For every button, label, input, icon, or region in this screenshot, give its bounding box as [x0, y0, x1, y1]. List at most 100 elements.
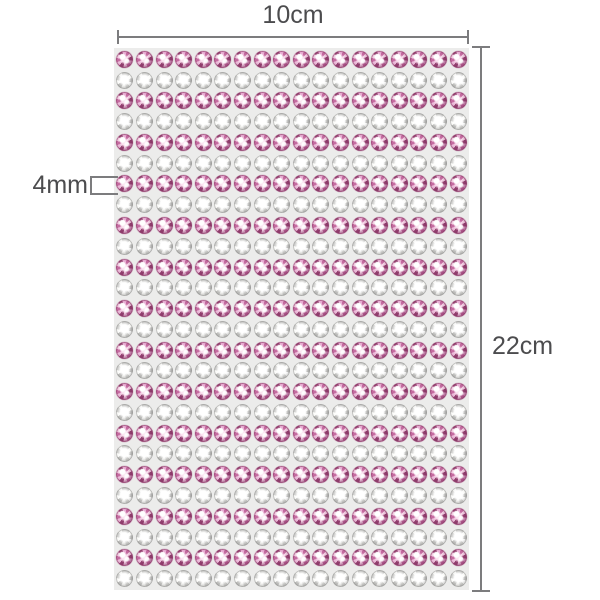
pink-rhinestone: [175, 133, 193, 151]
pink-rhinestone: [410, 175, 428, 193]
pink-rhinestone: [351, 133, 369, 151]
stone-size-bracket: [90, 176, 118, 195]
pink-rhinestone: [214, 50, 232, 68]
pink-rhinestone: [214, 424, 232, 442]
pink-rhinestone: [430, 466, 448, 484]
clear-rhinestone: [332, 196, 350, 214]
pink-rhinestone: [135, 300, 153, 318]
clear-rhinestone: [194, 196, 212, 214]
pink-rhinestone: [273, 258, 291, 276]
clear-rhinestone: [194, 528, 212, 546]
clear-rhinestone: [194, 154, 212, 172]
pink-rhinestone: [449, 217, 467, 235]
pink-rhinestone: [273, 133, 291, 151]
pink-rhinestone: [390, 507, 408, 525]
pink-rhinestone: [449, 424, 467, 442]
pink-rhinestone: [449, 507, 467, 525]
pink-rhinestone: [194, 300, 212, 318]
pink-rhinestone: [371, 424, 389, 442]
pink-rhinestone: [351, 549, 369, 567]
clear-rhinestone: [233, 154, 251, 172]
pink-rhinestone: [332, 175, 350, 193]
clear-rhinestone: [135, 279, 153, 297]
pink-rhinestone: [351, 507, 369, 525]
clear-rhinestone: [410, 487, 428, 505]
clear-rhinestone: [214, 570, 232, 588]
pink-rhinestone: [292, 549, 310, 567]
clear-rhinestone: [116, 487, 134, 505]
clear-rhinestone: [390, 237, 408, 255]
clear-rhinestone: [371, 154, 389, 172]
clear-rhinestone: [430, 362, 448, 380]
pink-rhinestone: [430, 507, 448, 525]
clear-rhinestone: [351, 403, 369, 421]
clear-rhinestone: [135, 320, 153, 338]
pink-rhinestone: [351, 383, 369, 401]
pink-rhinestone: [312, 549, 330, 567]
clear-rhinestone: [292, 528, 310, 546]
clear-rhinestone: [233, 196, 251, 214]
pink-rhinestone: [351, 424, 369, 442]
clear-rhinestone: [233, 570, 251, 588]
clear-rhinestone: [116, 403, 134, 421]
clear-rhinestone: [390, 570, 408, 588]
clear-rhinestone: [214, 528, 232, 546]
pink-rhinestone: [332, 92, 350, 110]
clear-rhinestone: [312, 445, 330, 463]
pink-rhinestone: [233, 383, 251, 401]
clear-rhinestone: [390, 154, 408, 172]
clear-rhinestone: [175, 528, 193, 546]
clear-rhinestone: [449, 237, 467, 255]
clear-rhinestone: [371, 403, 389, 421]
clear-rhinestone: [292, 487, 310, 505]
clear-rhinestone: [273, 279, 291, 297]
clear-rhinestone: [155, 279, 173, 297]
clear-rhinestone: [410, 445, 428, 463]
pink-rhinestone: [155, 341, 173, 359]
clear-rhinestone: [371, 279, 389, 297]
clear-rhinestone: [194, 570, 212, 588]
pink-rhinestone: [273, 175, 291, 193]
clear-rhinestone: [292, 237, 310, 255]
pink-rhinestone: [273, 92, 291, 110]
clear-rhinestone: [332, 237, 350, 255]
pink-rhinestone: [253, 258, 271, 276]
pink-rhinestone: [371, 549, 389, 567]
clear-rhinestone: [390, 113, 408, 131]
clear-rhinestone: [292, 320, 310, 338]
pink-rhinestone: [351, 50, 369, 68]
clear-rhinestone: [273, 445, 291, 463]
clear-rhinestone: [430, 237, 448, 255]
clear-rhinestone: [410, 154, 428, 172]
clear-rhinestone: [175, 113, 193, 131]
clear-rhinestone: [253, 487, 271, 505]
pink-rhinestone: [449, 300, 467, 318]
pink-rhinestone: [116, 217, 134, 235]
pink-rhinestone: [135, 217, 153, 235]
pink-rhinestone: [116, 300, 134, 318]
clear-rhinestone: [253, 154, 271, 172]
pink-rhinestone: [135, 549, 153, 567]
pink-rhinestone: [292, 383, 310, 401]
clear-rhinestone: [175, 279, 193, 297]
pink-rhinestone: [351, 341, 369, 359]
clear-rhinestone: [410, 196, 428, 214]
pink-rhinestone: [273, 549, 291, 567]
pink-rhinestone: [116, 466, 134, 484]
clear-rhinestone: [390, 362, 408, 380]
pink-rhinestone: [135, 424, 153, 442]
pink-rhinestone: [430, 50, 448, 68]
clear-rhinestone: [351, 113, 369, 131]
pink-rhinestone: [233, 258, 251, 276]
clear-rhinestone: [430, 154, 448, 172]
clear-rhinestone: [135, 487, 153, 505]
clear-rhinestone: [351, 196, 369, 214]
pink-rhinestone: [175, 217, 193, 235]
clear-rhinestone: [449, 528, 467, 546]
clear-rhinestone: [175, 403, 193, 421]
pink-rhinestone: [371, 175, 389, 193]
pink-rhinestone: [390, 424, 408, 442]
pink-rhinestone: [155, 258, 173, 276]
clear-rhinestone: [233, 237, 251, 255]
clear-rhinestone: [449, 154, 467, 172]
